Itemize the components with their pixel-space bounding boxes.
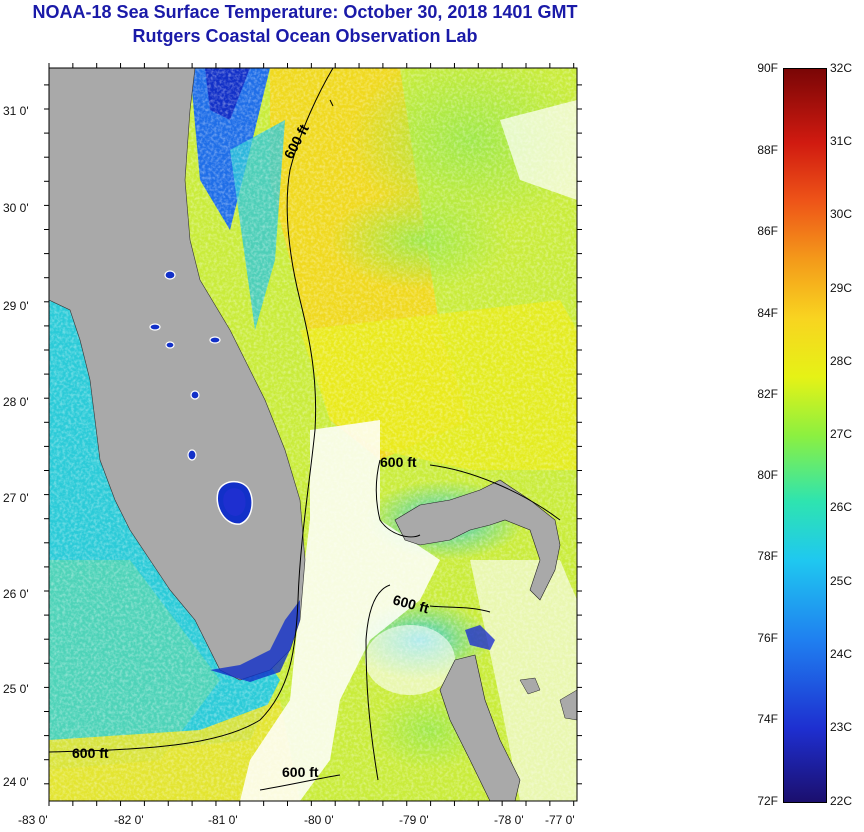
lake xyxy=(187,449,197,461)
colorbar-f-label: 78F xyxy=(757,549,778,563)
lon-label: -80 0' xyxy=(304,813,334,827)
colorbar-c-label: 22C xyxy=(830,794,853,808)
lon-label: -78 0' xyxy=(494,813,524,827)
lon-label: -82 0' xyxy=(114,813,144,827)
colorbar-c-label: 32C xyxy=(830,61,853,75)
lat-label: 26 0' xyxy=(3,587,29,601)
isobath-600ft-cay-sal-east xyxy=(429,605,491,613)
colorbar-f-label: 88F xyxy=(757,143,778,157)
grand-bahama-abaco xyxy=(394,479,561,601)
map-frame xyxy=(48,67,578,802)
isobath-600ft-cay-sal xyxy=(365,584,391,781)
lake xyxy=(164,270,176,280)
lat-label: 30 0' xyxy=(3,201,29,215)
colorbar-f-label: 72F xyxy=(757,794,778,808)
lat-label: 31 0' xyxy=(3,104,29,118)
contour-label: 600 ft xyxy=(282,764,319,780)
colorbar-f-label: 82F xyxy=(757,387,778,401)
map-title: NOAA-18 Sea Surface Temperature: October… xyxy=(32,2,578,22)
colorbar-c-label: 27C xyxy=(830,427,853,441)
isobath-600ft-florida xyxy=(49,68,334,753)
lat-label: 25 0' xyxy=(3,682,29,696)
lat-label: 28 0' xyxy=(3,395,29,409)
lake xyxy=(209,336,221,344)
colorbar-c-label: 25C xyxy=(830,574,853,588)
temperature-colorbar xyxy=(783,68,827,803)
lon-label: -83 0' xyxy=(18,813,48,827)
bahama-bank-cold xyxy=(465,625,495,650)
isobath-600ft-south xyxy=(259,774,341,791)
lon-label: -77 0' xyxy=(545,813,575,827)
lat-label: 27 0' xyxy=(3,491,29,505)
colorbar-c-label: 26C xyxy=(830,500,853,514)
isobath-600ft-bahamas-east xyxy=(429,464,561,521)
lon-label: -81 0' xyxy=(208,813,238,827)
lake xyxy=(149,323,161,331)
map-subtitle: Rutgers Coastal Ocean Observation Lab xyxy=(132,26,478,46)
colorbar-c-label: 31C xyxy=(830,134,853,148)
plot-area xyxy=(49,68,577,801)
colorbar-f-label: 84F xyxy=(757,306,778,320)
colorbar-f-label: 86F xyxy=(757,224,778,238)
lat-label: 24 0' xyxy=(3,775,29,789)
lon-label: -79 0' xyxy=(399,813,429,827)
colorbar-f-label: 76F xyxy=(757,631,778,645)
isobath-600ft-bahamas xyxy=(375,459,421,538)
island xyxy=(559,689,577,721)
colorbar-c-label: 23C xyxy=(830,720,853,734)
colorbar-f-label: 80F xyxy=(757,468,778,482)
lake xyxy=(165,341,175,349)
lat-label: 29 0' xyxy=(3,299,29,313)
axis-ticks xyxy=(44,63,582,806)
contour-label: 600 ft xyxy=(72,745,109,761)
lake xyxy=(190,390,200,400)
andros-island xyxy=(439,654,521,801)
contour-label: 600 ft xyxy=(380,454,417,470)
colorbar-f-label: 90F xyxy=(757,61,778,75)
colorbar-c-label: 30C xyxy=(830,207,853,221)
colorbar-f-label: 74F xyxy=(757,712,778,726)
colorbar-c-label: 24C xyxy=(830,647,853,661)
isobath-600ft-stub xyxy=(329,99,334,107)
lake-okeechobee-inner xyxy=(223,488,246,516)
colorbar-c-label: 29C xyxy=(830,281,853,295)
island xyxy=(519,677,541,695)
florida-bay-cold xyxy=(210,600,300,682)
colorbar-c-label: 28C xyxy=(830,354,853,368)
